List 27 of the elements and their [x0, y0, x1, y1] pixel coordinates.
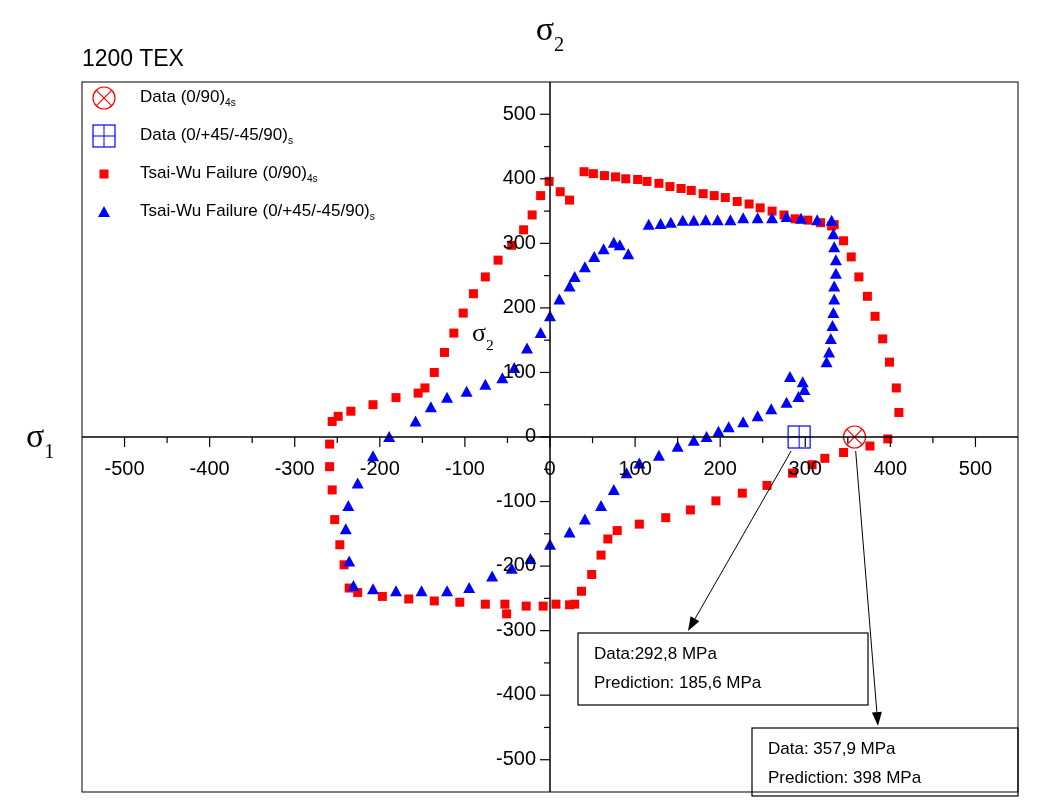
y-tick-label: 300 — [502, 230, 536, 253]
x-tick-label: -400 — [189, 457, 230, 479]
x-tick-label: -100 — [444, 457, 485, 479]
y-tick-label: 100 — [502, 359, 536, 382]
annotation: Data: 357,9 MPa Prediction: 398 MPa — [768, 739, 922, 787]
y-tick-label: -500 — [495, 747, 536, 770]
legend-label: Data (0/+45/-45/90)$_{s}$ — [140, 125, 293, 147]
x-tick-label: 200 — [703, 457, 737, 479]
legend-label: Tsai-Wu Failure (0/+45/-45/90)$_{s}$ — [140, 201, 375, 223]
legend-label: Tsai-Wu Failure (0/90)$_{4s}$ — [140, 163, 318, 185]
legend-label: Data (0/90)$_{4s}$ — [140, 87, 236, 109]
x-tick-label: 400 — [873, 457, 908, 479]
x-axis-title: σ$_{2}$ — [535, 10, 565, 55]
y-tick-label: 400 — [502, 166, 536, 189]
x-tick-label: -500 — [104, 457, 145, 479]
y-tick-label: -400 — [495, 682, 536, 705]
x-tick-label: 500 — [958, 457, 993, 479]
y-tick-label: -300 — [495, 617, 536, 640]
annotation: σ$_{2}$ — [472, 318, 494, 353]
x-tick-label: -200 — [359, 457, 400, 479]
chart-title: 1200 TEX — [82, 45, 184, 71]
y-axis-title: σ$_{1}$ — [26, 417, 55, 462]
annotation: Data:292,8 MPa Prediction: 185,6 MPa — [594, 644, 762, 692]
y-tick-label: 200 — [502, 295, 536, 318]
y-tick-label: -100 — [495, 488, 536, 511]
y-tick-label: 500 — [502, 101, 536, 124]
x-tick-label: -300 — [274, 457, 315, 479]
